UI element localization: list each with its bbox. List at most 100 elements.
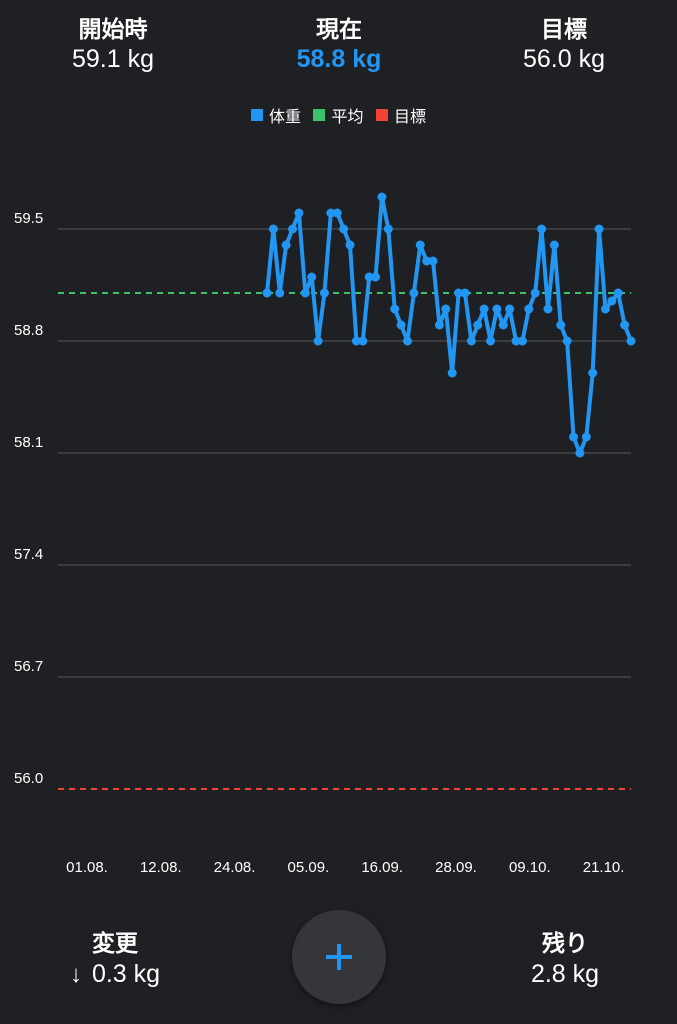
weight-point bbox=[402, 336, 412, 346]
legend-swatch-average bbox=[313, 109, 326, 121]
stat-goal-label: 目標 bbox=[541, 16, 587, 42]
weight-point bbox=[626, 336, 636, 346]
weight-point bbox=[409, 288, 419, 298]
stat-goal-value: 56.0 kg bbox=[522, 45, 605, 73]
weight-point bbox=[511, 336, 521, 346]
weight-point bbox=[364, 272, 374, 282]
x-tick-label: 24.08. bbox=[214, 859, 256, 876]
weight-point bbox=[326, 208, 336, 218]
x-tick-label: 28.09. bbox=[435, 859, 477, 876]
arrow-down-icon: ↓ bbox=[69, 961, 82, 988]
stat-start-value: 59.1 kg bbox=[71, 45, 154, 73]
y-tick-label: 57.4 bbox=[14, 546, 43, 563]
weight-point bbox=[294, 208, 304, 218]
weight-point bbox=[473, 320, 483, 330]
x-tick-label: 21.10. bbox=[583, 859, 625, 876]
weight-point bbox=[262, 288, 272, 298]
weight-point bbox=[620, 320, 630, 330]
weight-point bbox=[492, 304, 502, 314]
legend-item-goal[interactable]: 目標 bbox=[375, 103, 426, 127]
change-value: 0.3 kg bbox=[91, 960, 161, 988]
y-tick-label: 56.0 bbox=[14, 770, 43, 787]
change-label: 変更 bbox=[92, 930, 138, 956]
weight-point bbox=[288, 224, 298, 234]
weight-point bbox=[613, 288, 623, 298]
weight-point bbox=[275, 288, 285, 298]
weight-point bbox=[371, 272, 381, 282]
weight-point bbox=[530, 288, 540, 298]
change-summary: 変更 ↓ 0.3 kg bbox=[25, 900, 205, 1024]
change-value-row: ↓ 0.3 kg bbox=[25, 960, 205, 989]
weight-point bbox=[377, 192, 387, 202]
weight-point bbox=[594, 224, 604, 234]
legend-swatch-weight bbox=[251, 109, 264, 121]
weight-point bbox=[313, 336, 323, 346]
weight-chart[interactable]: 59.5 58.8 58.1 57.4 56.7 56.0 01.08. 12.08. 24.0… bbox=[0, 150, 677, 890]
x-tick-label: 12.08. bbox=[140, 859, 182, 876]
chart-legend: 体重 平均 目標 bbox=[0, 103, 677, 127]
weight-point bbox=[569, 432, 579, 442]
weight-point bbox=[351, 336, 361, 346]
stat-start-label: 開始時 bbox=[78, 16, 148, 42]
weight-point bbox=[383, 224, 393, 234]
stats-header: 開始時 59.1 kg 現在 58.8 kg 目標 56.0 kg bbox=[0, 0, 677, 90]
weight-point bbox=[428, 256, 438, 266]
remaining-summary: 残り 2.8 kg bbox=[475, 900, 655, 1024]
weight-point bbox=[300, 288, 310, 298]
x-tick-label: 01.08. bbox=[66, 859, 108, 876]
weight-point bbox=[345, 240, 355, 250]
legend-label-weight: 体重 bbox=[269, 109, 302, 126]
weight-point bbox=[581, 432, 591, 442]
weight-point bbox=[600, 304, 610, 314]
weight-point bbox=[466, 336, 476, 346]
weight-point bbox=[281, 240, 291, 250]
weight-point bbox=[422, 256, 432, 266]
weight-point bbox=[434, 320, 444, 330]
weight-point bbox=[505, 304, 515, 314]
weight-point bbox=[415, 240, 425, 250]
remaining-label: 残り bbox=[542, 930, 588, 956]
weight-point bbox=[479, 304, 489, 314]
remaining-value: 2.8 kg bbox=[530, 960, 600, 988]
weight-point bbox=[588, 368, 598, 378]
add-entry-button[interactable] bbox=[292, 910, 386, 1004]
weight-point bbox=[339, 224, 349, 234]
x-tick-label: 16.09. bbox=[361, 859, 403, 876]
legend-swatch-goal bbox=[375, 109, 388, 121]
weight-point bbox=[517, 336, 527, 346]
weight-point bbox=[307, 272, 317, 282]
weight-point bbox=[268, 224, 278, 234]
weight-point bbox=[524, 304, 534, 314]
weight-point bbox=[441, 304, 451, 314]
weight-point bbox=[486, 336, 496, 346]
weight-point bbox=[549, 240, 559, 250]
weight-point bbox=[454, 288, 464, 298]
weight-point bbox=[447, 368, 457, 378]
weight-point bbox=[390, 304, 400, 314]
bottom-bar: 変更 ↓ 0.3 kg 残り 2.8 kg bbox=[0, 900, 677, 1024]
y-tick-label: 59.5 bbox=[14, 210, 43, 227]
plus-icon bbox=[326, 944, 352, 970]
y-tick-label: 58.8 bbox=[14, 322, 43, 339]
y-tick-label: 58.1 bbox=[14, 434, 43, 451]
weight-point bbox=[332, 208, 342, 218]
weight-point bbox=[556, 320, 566, 330]
legend-label-goal: 目標 bbox=[393, 109, 426, 126]
weight-point bbox=[537, 224, 547, 234]
legend-label-average: 平均 bbox=[331, 109, 364, 126]
weight-point bbox=[460, 288, 470, 298]
weight-point bbox=[498, 320, 508, 330]
weight-point bbox=[562, 336, 572, 346]
x-tick-label: 05.09. bbox=[288, 859, 330, 876]
weight-point bbox=[319, 288, 329, 298]
weight-point bbox=[543, 304, 553, 314]
legend-item-weight[interactable]: 体重 bbox=[251, 103, 301, 127]
stat-current-label: 現在 bbox=[316, 16, 362, 42]
y-tick-label: 56.7 bbox=[14, 658, 43, 675]
stat-current-value: 58.8 kg bbox=[296, 45, 382, 73]
legend-item-average[interactable]: 平均 bbox=[313, 103, 364, 127]
weight-series-line bbox=[265, 195, 633, 455]
weight-point bbox=[575, 448, 585, 458]
x-tick-label: 09.10. bbox=[509, 859, 551, 876]
weight-point bbox=[396, 320, 406, 330]
